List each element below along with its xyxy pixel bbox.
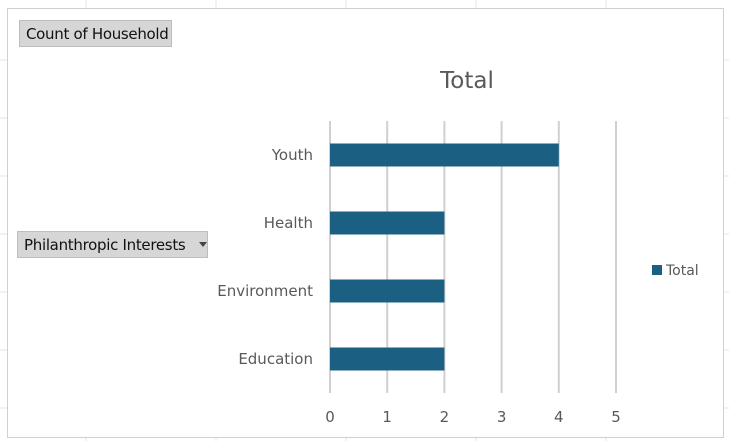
legend[interactable]: Total [652, 263, 699, 279]
legend-swatch [652, 265, 662, 275]
axis-field-label: Philanthropic Interests [24, 235, 186, 254]
axis-field-button[interactable]: Philanthropic Interests [17, 231, 208, 258]
category-label: Environment [217, 282, 313, 300]
bar[interactable] [330, 347, 445, 371]
bar[interactable] [330, 211, 445, 235]
bars [330, 143, 559, 371]
chart-title: Total [439, 68, 494, 94]
tick-label: 0 [325, 408, 335, 426]
tick-label: 5 [611, 408, 621, 426]
value-field-button[interactable]: Count of Household [19, 20, 172, 47]
tick-labels: 0 1 2 3 4 5 [325, 408, 621, 426]
dropdown-arrow-icon[interactable] [199, 242, 208, 247]
category-label: Youth [271, 146, 313, 164]
bar[interactable] [330, 143, 559, 167]
category-label: Education [238, 350, 313, 368]
legend-label: Total [665, 263, 699, 279]
tick-label: 1 [382, 408, 392, 426]
bar[interactable] [330, 279, 445, 303]
tick-label: 2 [440, 408, 450, 426]
category-label: Health [264, 214, 313, 232]
value-field-label: Count of Household [26, 24, 169, 43]
category-labels: Youth Health Environment Education [217, 146, 313, 368]
tick-label: 4 [554, 408, 564, 426]
tick-label: 3 [497, 408, 507, 426]
